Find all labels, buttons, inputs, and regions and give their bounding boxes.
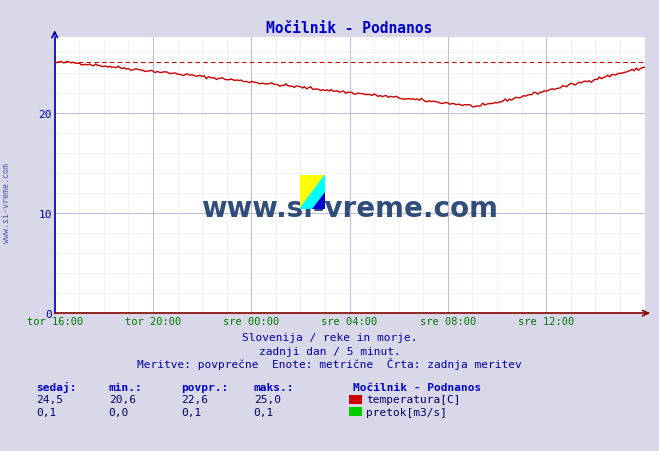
Polygon shape — [312, 193, 325, 210]
Text: temperatura[C]: temperatura[C] — [366, 394, 461, 404]
Text: 24,5: 24,5 — [36, 394, 63, 404]
Text: 20,6: 20,6 — [109, 394, 136, 404]
Polygon shape — [300, 176, 325, 210]
Text: pretok[m3/s]: pretok[m3/s] — [366, 407, 447, 417]
Text: 0,0: 0,0 — [109, 407, 129, 417]
Title: Močilnik - Podnanos: Močilnik - Podnanos — [266, 21, 433, 36]
Text: www.si-vreme.com: www.si-vreme.com — [2, 163, 11, 243]
Text: Meritve: povprečne  Enote: metrične  Črta: zadnja meritev: Meritve: povprečne Enote: metrične Črta:… — [137, 358, 522, 369]
Text: povpr.:: povpr.: — [181, 382, 229, 392]
Text: zadnji dan / 5 minut.: zadnji dan / 5 minut. — [258, 346, 401, 356]
Text: 0,1: 0,1 — [181, 407, 202, 417]
Text: Močilnik - Podnanos: Močilnik - Podnanos — [353, 382, 481, 392]
Text: 0,1: 0,1 — [254, 407, 274, 417]
Text: 22,6: 22,6 — [181, 394, 208, 404]
Polygon shape — [300, 176, 325, 210]
Text: maks.:: maks.: — [254, 382, 294, 392]
Text: sedaj:: sedaj: — [36, 381, 76, 392]
Text: 25,0: 25,0 — [254, 394, 281, 404]
Text: 0,1: 0,1 — [36, 407, 57, 417]
Text: www.si-vreme.com: www.si-vreme.com — [201, 195, 498, 223]
Text: min.:: min.: — [109, 382, 142, 392]
Text: Slovenija / reke in morje.: Slovenija / reke in morje. — [242, 332, 417, 342]
